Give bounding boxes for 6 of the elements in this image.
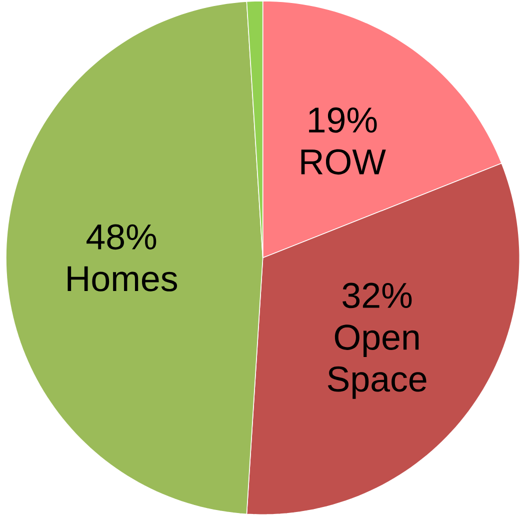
slice-label: ROW [301, 149, 386, 175]
slice-label: Open Space [328, 324, 426, 400]
data-label: 19% [309, 108, 377, 133]
data-label: 32% [342, 282, 412, 308]
data-label: 48% [86, 224, 156, 250]
slice-label: Homes [68, 266, 178, 292]
